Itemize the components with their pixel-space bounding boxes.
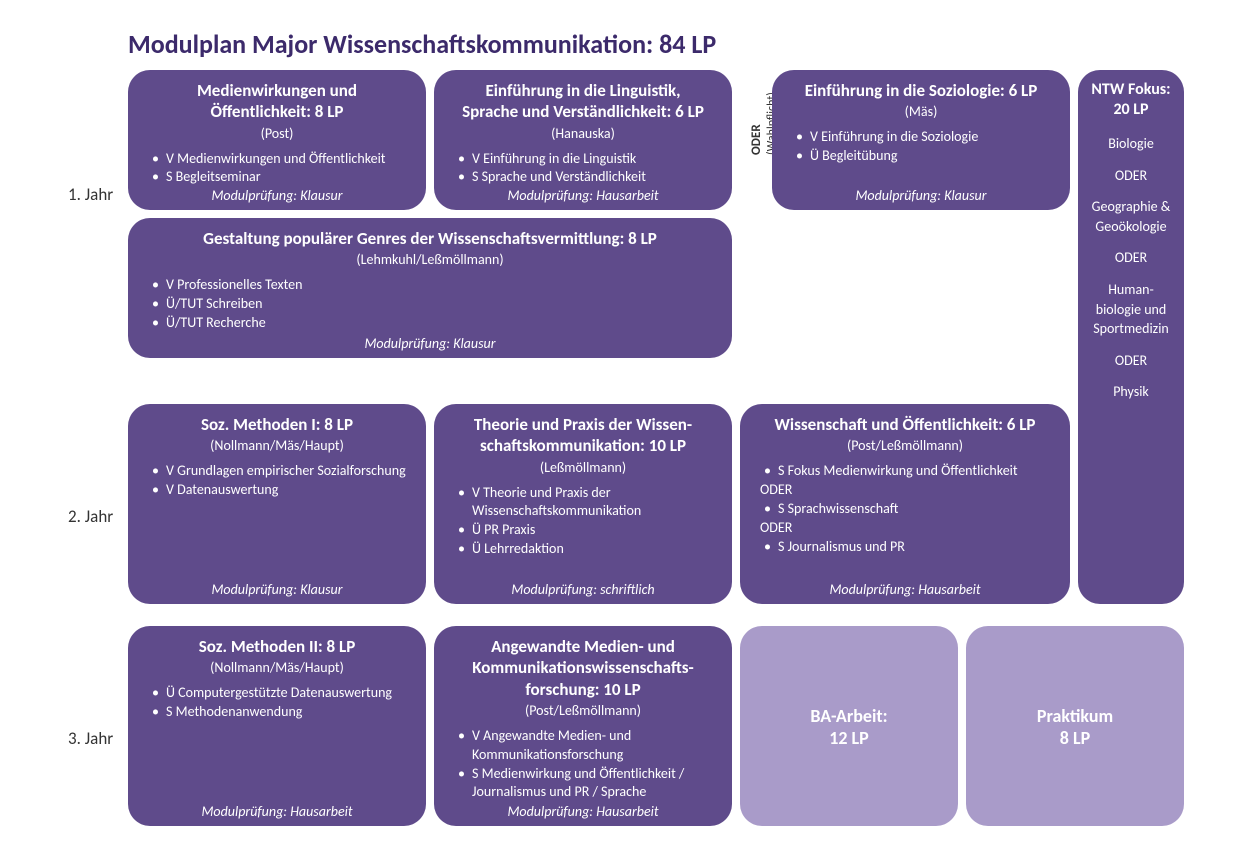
module-instructor: (Nollmann/Mäs/Haupt) bbox=[146, 437, 408, 454]
module-item: S Methodenanwendung bbox=[146, 703, 408, 722]
module-items: V Angewandte Medien- und Kommunikationsf… bbox=[452, 727, 714, 803]
ntw-option: ODER bbox=[1086, 166, 1176, 186]
module-title: Soz. Methoden I: 8 LP bbox=[146, 414, 408, 435]
module-item: Ü Lehrredaktion bbox=[452, 540, 714, 559]
module-exam: Modulprüfung: Hausarbeit bbox=[434, 187, 732, 204]
module-exam: Modulprüfung: Hausarbeit bbox=[740, 581, 1070, 598]
module-title: Theorie und Praxis der Wissen-schaftskom… bbox=[452, 414, 714, 457]
ntw-options: Biologie ODER Geographie & Geoökologie ODER… bbox=[1086, 134, 1176, 402]
ntw-option: Biologie bbox=[1086, 134, 1176, 154]
module-items: V Einführung in die SoziologieÜ Begleitü… bbox=[790, 128, 1052, 166]
module-item: S Medienwirkung und Öffentlichkeit / Jou… bbox=[452, 765, 714, 803]
module-title: Wissenschaft und Öffentlichkeit: 6 LP bbox=[758, 414, 1052, 435]
module-item: V Angewandte Medien- und Kommunikationsf… bbox=[452, 727, 714, 765]
module-m10: BA-Arbeit:12 LP bbox=[740, 626, 958, 826]
module-item: Ü Computergestützte Datenauswertung bbox=[146, 684, 408, 703]
module-item: Ü/TUT Recherche bbox=[146, 314, 714, 333]
ntw-option: ODER bbox=[1086, 248, 1176, 268]
module-item: Ü/TUT Schreiben bbox=[146, 295, 714, 314]
module-title: Medienwirkungen undÖffentlichkeit: 8 LP bbox=[146, 80, 408, 123]
ntw-fokus-panel: NTW Fokus:20 LP Biologie ODER Geographie &… bbox=[1078, 70, 1184, 604]
ntw-option: Physik bbox=[1086, 382, 1176, 402]
module-exam: Modulprüfung: schriftlich bbox=[434, 581, 732, 598]
module-title: BA-Arbeit:12 LP bbox=[810, 705, 887, 750]
year-1-label: 1. Jahr bbox=[68, 184, 113, 205]
module-m1: Medienwirkungen undÖffentlichkeit: 8 LP (… bbox=[128, 70, 426, 210]
module-items: V Medienwirkungen und ÖffentlichkeitS Be… bbox=[146, 150, 408, 188]
module-m5: Soz. Methoden I: 8 LP (Nollmann/Mäs/Haupt… bbox=[128, 404, 426, 604]
module-m9: Angewandte Medien- undKommunikationswiss… bbox=[434, 626, 732, 826]
module-m6: Theorie und Praxis der Wissen-schaftskom… bbox=[434, 404, 732, 604]
module-exam: Modulprüfung: Klausur bbox=[772, 187, 1070, 204]
module-m7: Wissenschaft und Öffentlichkeit: 6 LP (Po… bbox=[740, 404, 1070, 604]
module-exam: Modulprüfung: Klausur bbox=[128, 581, 426, 598]
module-item: V Theorie und Praxis der Wissenschaftsko… bbox=[452, 484, 714, 522]
module-title: Einführung in die Linguistik,Sprache und… bbox=[452, 80, 714, 123]
module-item: V Einführung in die Linguistik bbox=[452, 150, 714, 169]
module-instructor: (Post/Leßmöllmann) bbox=[758, 437, 1052, 454]
module-instructor: (Nollmann/Mäs/Haupt) bbox=[146, 659, 408, 676]
module-exam: Modulprüfung: Hausarbeit bbox=[434, 803, 732, 820]
module-item: S Sprachwissenschaft bbox=[758, 500, 1052, 519]
module-item: ODER bbox=[758, 519, 1052, 538]
module-item: Ü Begleitübung bbox=[790, 147, 1052, 166]
module-item: V Datenauswertung bbox=[146, 481, 408, 500]
page-title: Modulplan Major Wissenschaftskommunikati… bbox=[128, 28, 716, 60]
module-exam: Modulprüfung: Klausur bbox=[128, 187, 426, 204]
module-item: Ü PR Praxis bbox=[452, 521, 714, 540]
module-instructor: (Leßmöllmann) bbox=[452, 459, 714, 476]
module-title: Einführung in die Soziologie: 6 LP bbox=[790, 80, 1052, 101]
module-title: Soz. Methoden II: 8 LP bbox=[146, 636, 408, 657]
oder-text: ODER bbox=[749, 124, 764, 155]
module-instructor: (Post) bbox=[146, 125, 408, 142]
module-items: Ü Computergestützte DatenauswertungS Met… bbox=[146, 684, 408, 722]
module-item: V Medienwirkungen und Öffentlichkeit bbox=[146, 150, 408, 169]
module-item: S Journalismus und PR bbox=[758, 538, 1052, 557]
module-instructor: (Lehmkuhl/Leßmöllmann) bbox=[146, 251, 714, 268]
module-title: Praktikum8 LP bbox=[1037, 705, 1113, 750]
module-item: S Fokus Medienwirkung und Öffentlichkeit bbox=[758, 462, 1052, 481]
module-items: V Professionelles TextenÜ/TUT SchreibenÜ… bbox=[146, 276, 714, 333]
module-title: Angewandte Medien- undKommunikationswiss… bbox=[452, 636, 714, 700]
module-exam: Modulprüfung: Klausur bbox=[128, 335, 732, 352]
module-m8: Soz. Methoden II: 8 LP (Nollmann/Mäs/Haup… bbox=[128, 626, 426, 826]
module-exam: Modulprüfung: Hausarbeit bbox=[128, 803, 426, 820]
module-items: V Theorie und Praxis der Wissenschaftsko… bbox=[452, 484, 714, 560]
module-item: V Professionelles Texten bbox=[146, 276, 714, 295]
module-item: V Grundlagen empirischer Sozialforschung bbox=[146, 462, 408, 481]
ntw-option: Geographie & Geoökologie bbox=[1086, 197, 1176, 236]
module-title: Gestaltung populärer Genres der Wissensc… bbox=[146, 228, 714, 249]
module-m2: Einführung in die Linguistik,Sprache und… bbox=[434, 70, 732, 210]
ntw-option: ODER bbox=[1086, 351, 1176, 371]
ntw-option: Human-biologie und Sportmedizin bbox=[1086, 280, 1176, 339]
year-2-label: 2. Jahr bbox=[68, 506, 113, 527]
module-instructor: (Mäs) bbox=[790, 103, 1052, 120]
module-instructor: (Hanauska) bbox=[452, 125, 714, 142]
module-item: S Begleitseminar bbox=[146, 168, 408, 187]
module-items: V Einführung in die LinguistikS Sprache … bbox=[452, 150, 714, 188]
module-item: V Einführung in die Soziologie bbox=[790, 128, 1052, 147]
module-items: S Fokus Medienwirkung und Öffentlichkeit… bbox=[758, 462, 1052, 556]
module-m4: Gestaltung populärer Genres der Wissensc… bbox=[128, 218, 732, 358]
module-instructor: (Post/Leßmöllmann) bbox=[452, 702, 714, 719]
year-3-label: 3. Jahr bbox=[68, 728, 113, 749]
module-m3: Einführung in die Soziologie: 6 LP (Mäs) V… bbox=[772, 70, 1070, 210]
module-item: ODER bbox=[758, 481, 1052, 500]
module-item: S Sprache und Verständlichkeit bbox=[452, 168, 714, 187]
module-items: V Grundlagen empirischer Sozialforschung… bbox=[146, 462, 408, 500]
module-m11: Praktikum8 LP bbox=[966, 626, 1184, 826]
ntw-title: NTW Fokus:20 LP bbox=[1086, 80, 1176, 120]
